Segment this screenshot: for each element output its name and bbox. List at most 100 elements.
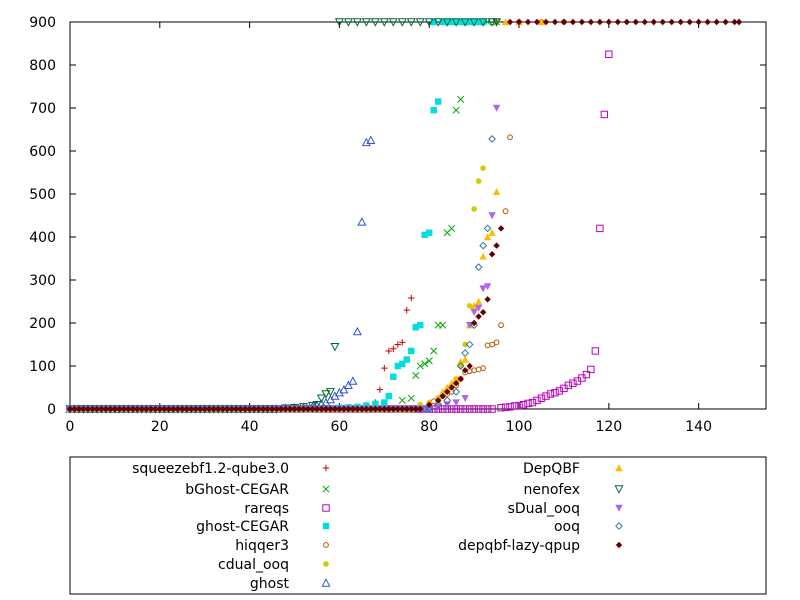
data-point	[438, 405, 447, 413]
data-point	[537, 18, 546, 26]
data-point	[452, 375, 460, 383]
data-point	[605, 50, 613, 58]
data-point	[295, 405, 303, 413]
data-point	[434, 400, 443, 409]
data-point	[264, 405, 271, 413]
data-point	[470, 309, 478, 316]
data-point	[421, 231, 428, 239]
data-point	[533, 396, 541, 405]
data-point	[519, 401, 528, 409]
data-point	[471, 367, 478, 374]
data-point	[650, 18, 657, 26]
data-point	[161, 405, 168, 413]
data-point	[376, 386, 384, 393]
data-point	[596, 224, 604, 233]
data-point	[407, 394, 415, 402]
data-point	[480, 165, 486, 171]
data-point	[343, 380, 353, 390]
data-point	[291, 405, 298, 413]
data-point	[443, 396, 452, 405]
data-point	[232, 405, 240, 413]
data-point	[349, 405, 357, 413]
data-point	[403, 356, 410, 363]
data-point	[316, 394, 326, 404]
data-point	[339, 384, 349, 394]
series-sdual-ooq	[66, 104, 501, 413]
data-point	[327, 405, 334, 413]
data-point	[318, 405, 325, 413]
data-point	[102, 405, 110, 413]
data-point	[412, 405, 419, 413]
data-point	[713, 18, 720, 26]
data-point	[156, 405, 164, 413]
data-point	[330, 342, 340, 352]
data-point	[448, 384, 455, 391]
data-point	[456, 362, 465, 370]
data-point	[219, 405, 226, 413]
data-point	[334, 18, 344, 27]
x-tick-label: 0	[66, 419, 75, 435]
legend-label: DepQBF	[523, 461, 580, 477]
data-point	[381, 399, 388, 406]
data-point	[487, 18, 497, 27]
data-point	[469, 18, 479, 27]
x-tick-label: 140	[685, 419, 712, 435]
data-point	[452, 380, 460, 387]
data-point	[398, 396, 406, 404]
data-point	[439, 392, 446, 400]
series-ghost-cegar	[66, 18, 487, 413]
data-point	[394, 362, 401, 370]
y-tick-label: 200	[29, 316, 56, 332]
data-point	[474, 304, 483, 312]
data-point	[668, 18, 675, 26]
data-point	[348, 376, 358, 385]
plot-frame	[69, 21, 767, 410]
data-point	[403, 405, 410, 413]
data-point	[528, 398, 537, 407]
data-point	[501, 403, 510, 411]
data-point	[466, 362, 473, 370]
data-point	[587, 18, 595, 26]
y-tick-label: 800	[29, 58, 56, 74]
data-point	[488, 251, 496, 258]
data-point	[582, 370, 591, 379]
data-point	[415, 18, 425, 27]
data-point	[492, 104, 501, 112]
data-point	[542, 18, 550, 26]
y-tick-label: 400	[29, 230, 56, 246]
x-tick-label: 80	[420, 419, 438, 435]
data-point	[366, 135, 376, 144]
data-point	[354, 405, 361, 413]
y-tick-label: 300	[29, 273, 56, 289]
data-point	[143, 405, 150, 413]
data-point	[695, 18, 702, 26]
legend-label: hiqqer3	[235, 538, 289, 554]
data-point	[488, 135, 496, 143]
data-point	[470, 302, 478, 309]
data-point	[170, 405, 177, 413]
data-point	[457, 18, 464, 26]
data-point	[125, 405, 132, 413]
data-point	[343, 18, 353, 27]
data-point	[438, 388, 447, 395]
data-point	[507, 134, 513, 141]
legend-label: depqbf-lazy-qpup	[458, 538, 580, 554]
data-point	[183, 405, 190, 413]
y-tick-label: 600	[29, 144, 56, 160]
series-depqbf-lazy-qpup	[66, 18, 743, 413]
data-point	[474, 405, 483, 413]
data-point	[66, 405, 74, 413]
data-point	[268, 405, 276, 413]
data-point	[379, 18, 389, 27]
data-point	[372, 405, 379, 413]
data-point	[479, 285, 487, 293]
data-point	[435, 397, 442, 404]
legend-label: cdual_ooq	[218, 557, 289, 573]
data-point	[116, 405, 123, 413]
data-point	[424, 18, 434, 27]
data-point	[188, 405, 195, 413]
legend-label: ghost-CEGAR	[196, 519, 289, 535]
data-point	[228, 405, 235, 413]
data-point	[605, 18, 613, 26]
data-point	[731, 18, 738, 26]
